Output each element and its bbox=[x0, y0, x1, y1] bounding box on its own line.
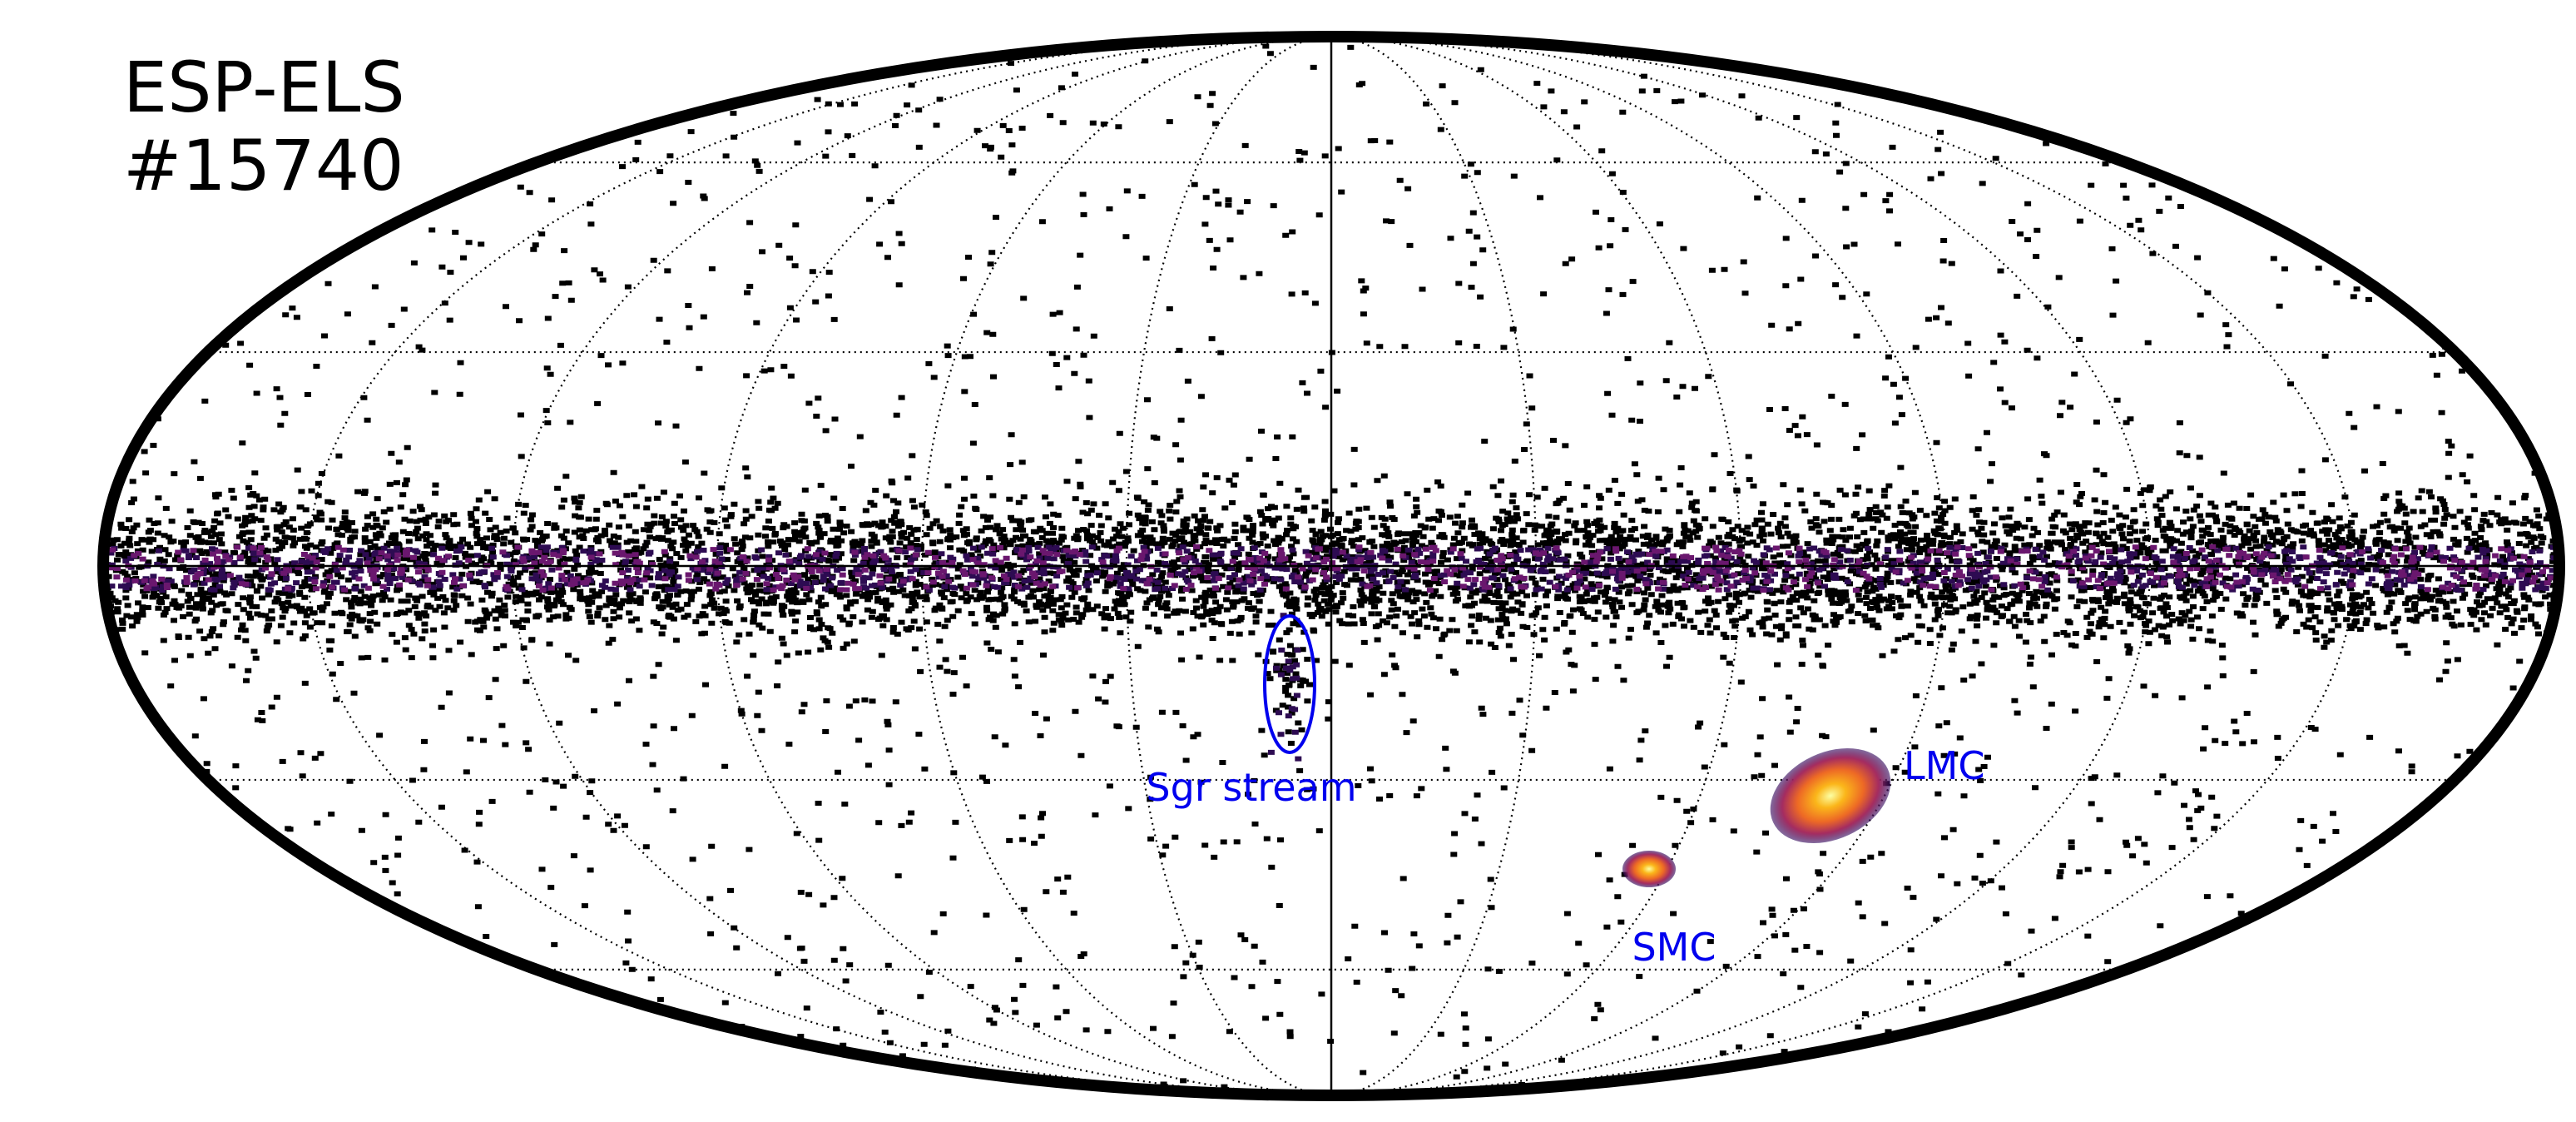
density-cells bbox=[104, 43, 2559, 1095]
title-line: ESP-ELS bbox=[123, 47, 405, 128]
density-cells bbox=[107, 544, 2559, 593]
title-line: #15740 bbox=[123, 125, 404, 206]
annotation: Sgr stream bbox=[1146, 765, 1356, 810]
annotation: LMC bbox=[1904, 743, 1984, 788]
density-cells bbox=[107, 544, 2559, 762]
smc-blob bbox=[1622, 851, 1676, 887]
sky-outline bbox=[97, 31, 2565, 1101]
lmc-blob bbox=[1770, 747, 1891, 844]
sgr-ellipse bbox=[1263, 614, 1316, 754]
annotation: SMC bbox=[1632, 925, 1716, 970]
